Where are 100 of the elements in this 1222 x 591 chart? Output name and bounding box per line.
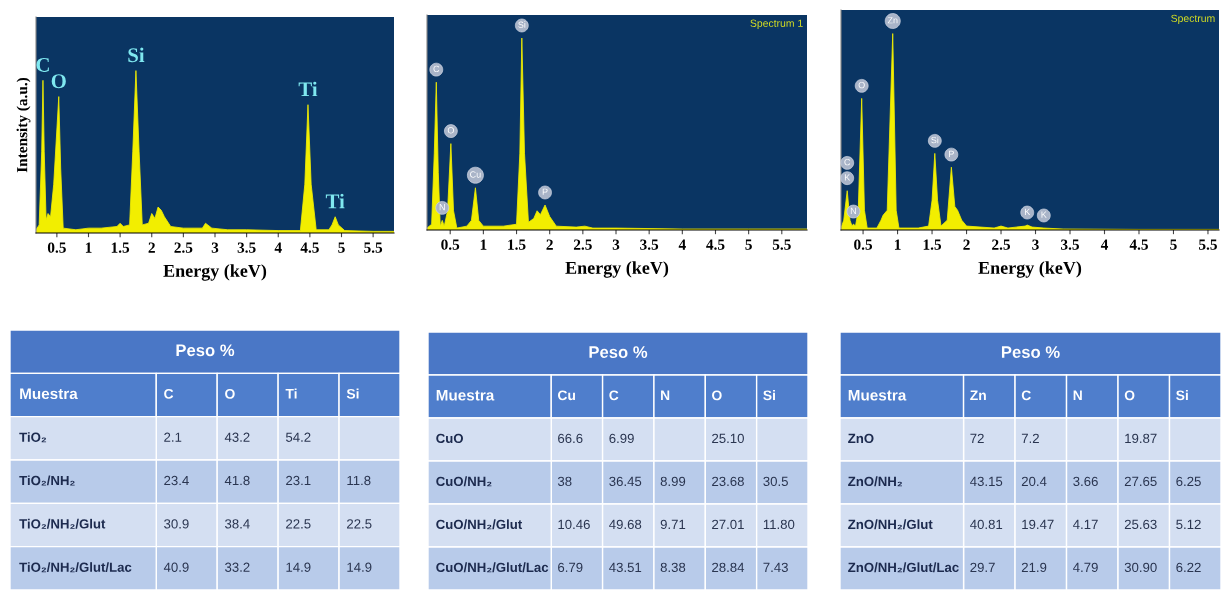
data-label: 38.4 <box>225 519 250 529</box>
x-tick-label: O <box>1124 390 1135 401</box>
data-label: 38 <box>557 476 572 487</box>
x-tick-label: 3 <box>1032 239 1039 250</box>
annotation: O <box>51 74 66 89</box>
x-tick-label: 5 <box>1170 239 1177 250</box>
data-label: 25.10 <box>712 433 744 444</box>
data-label: 72 <box>970 433 984 443</box>
data-label: 23.1 <box>286 475 311 486</box>
data-label: 41.8 <box>224 475 250 486</box>
y-tick-label: CuO/NH₂/Glut/Lac <box>436 562 549 573</box>
annotation: P <box>542 188 548 195</box>
x-tick-label: 5 <box>338 242 345 253</box>
x-tick-label: 3 <box>211 242 219 253</box>
chart-title: Peso % <box>1001 346 1060 358</box>
data-label: 27.01 <box>712 519 744 530</box>
data-label: 10.46 <box>558 519 590 530</box>
x-tick-label: C <box>1021 390 1031 401</box>
annotation: Cu <box>470 171 481 178</box>
x-tick-label: 0.5 <box>441 239 460 250</box>
y-tick-label: CuO/NH₂/Glut <box>436 519 523 530</box>
x-tick-label: 1.5 <box>508 239 526 250</box>
x-tick-label: 1 <box>85 242 92 253</box>
x-tick-label: 3.5 <box>237 242 256 253</box>
x-tick-label: Ti <box>285 388 297 399</box>
data-label: 30.5 <box>763 476 788 487</box>
x-tick-label: O <box>712 390 722 401</box>
annotation: Si <box>518 21 526 28</box>
annotation: Si <box>931 136 939 144</box>
data-label: 66.6 <box>558 433 583 444</box>
data-label: 54.2 <box>285 432 311 442</box>
x-tick-label: 5.5 <box>1199 239 1217 250</box>
annotation: Ti <box>325 193 345 209</box>
y-tick-label: CuO <box>436 433 463 444</box>
data-label: 6.25 <box>1176 476 1201 487</box>
x-tick-label: 0.5 <box>854 239 873 250</box>
x-tick-label: N <box>1073 390 1082 401</box>
x-tick-label: Si <box>1176 390 1188 401</box>
x-axis-title: Energy (keV) <box>978 261 1082 278</box>
x-tick-label: 4.5 <box>1129 239 1148 250</box>
x-tick-label: N <box>661 390 670 401</box>
annotation: K <box>1041 211 1047 218</box>
data-label: 43.51 <box>609 562 642 573</box>
data-label: 21.9 <box>1021 562 1047 573</box>
x-tick-label: Cu <box>557 390 575 401</box>
x-axis-title: Energy (keV) <box>163 264 267 281</box>
x-tick-label: 5 <box>745 239 752 250</box>
y-tick-label: TiO₂ <box>19 432 47 443</box>
y-tick-label: ZnO/NH₂/Glut/Lac <box>848 562 959 573</box>
x-tick-label: O <box>225 388 235 399</box>
data-label: 2.1 <box>164 432 182 442</box>
x-tick-label: 1.5 <box>923 239 942 250</box>
text: Spectrum 1 <box>750 19 803 30</box>
data-label: 6.22 <box>1176 562 1201 573</box>
chart-title: Peso % <box>176 344 235 357</box>
data-label: 6.79 <box>558 562 583 573</box>
x-tick-label: Si <box>346 388 359 399</box>
x-tick-label: 3.5 <box>1061 239 1079 250</box>
x-tick-label: 2.5 <box>992 239 1011 250</box>
x-tick-label: 2 <box>963 239 970 250</box>
data-label: 5.12 <box>1176 519 1201 530</box>
y-tick-label: ZnO/NH₂/Glut <box>848 519 933 530</box>
x-tick-label: 2 <box>148 242 155 253</box>
data-label: 7.2 <box>1021 433 1039 443</box>
data-label: 43.15 <box>970 476 1003 487</box>
data-label: 14.9 <box>347 562 372 572</box>
data-label: 30.9 <box>164 519 189 529</box>
y-axis-title: Intensity (a.u.) <box>16 77 31 173</box>
data-label: 19.47 <box>1022 519 1054 530</box>
data-label: 22.5 <box>286 519 311 529</box>
annotation: C <box>433 65 440 73</box>
annotation: Ti <box>298 81 318 97</box>
x-tick-label: 2 <box>546 239 553 250</box>
data-label: 8.99 <box>660 476 686 487</box>
x-tick-label: 5.5 <box>364 242 383 253</box>
data-label: 33.2 <box>225 562 250 572</box>
x-tick-label: 1 <box>480 239 487 250</box>
data-label: 40.9 <box>163 562 189 572</box>
data-label: 30.90 <box>1124 562 1157 573</box>
data-label: 23.68 <box>712 476 744 487</box>
y-axis-title: Muestra <box>848 389 907 401</box>
data-label: 43.2 <box>224 432 250 442</box>
x-tick-label: 4.5 <box>300 242 319 253</box>
y-tick-label: TiO₂/NH₂ <box>19 475 75 486</box>
data-label: 4.17 <box>1073 519 1098 529</box>
y-axis-title: Muestra <box>20 388 78 400</box>
x-tick-label: 2.5 <box>573 239 592 250</box>
x-tick-label: 4 <box>274 242 282 253</box>
y-tick-label: CuO/NH₂ <box>436 476 492 487</box>
data-label: 49.68 <box>609 519 642 530</box>
y-axis-title: Muestra <box>436 389 495 401</box>
data-label: 11.8 <box>347 475 371 486</box>
y-tick-label: ZnO <box>848 433 874 444</box>
annotation: P <box>949 150 954 157</box>
data-label: 28.84 <box>712 562 745 573</box>
data-label: 7.43 <box>763 562 788 573</box>
x-tick-label: 3.5 <box>640 239 659 250</box>
data-label: 22.5 <box>347 519 372 529</box>
annotation: O <box>447 127 454 134</box>
annotation: C <box>844 158 851 166</box>
